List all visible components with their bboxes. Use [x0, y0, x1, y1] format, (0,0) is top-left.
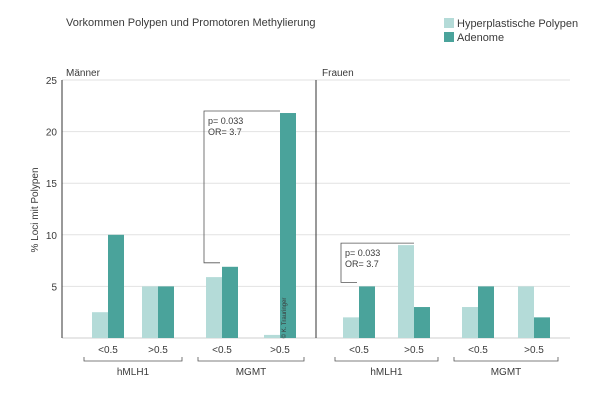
- group-bracket: [334, 357, 439, 362]
- watermark: © K. Trauringer: [281, 298, 288, 339]
- bar: [359, 286, 375, 338]
- bar: [518, 286, 534, 338]
- bar: [280, 113, 296, 338]
- bar: [142, 286, 158, 338]
- p-value-label: p= 0.033: [345, 248, 380, 258]
- bar: [398, 245, 414, 338]
- chart-title: Vorkommen Polypen und Promotoren Methyli…: [66, 17, 315, 29]
- x-tick-label: >0.5: [404, 345, 424, 356]
- x-axis-labels: <0.5 >0.5 <0.5 >0.5 <0.5 >0.5 <0.5 >0.5: [98, 345, 544, 356]
- y-tick-label: 5: [51, 282, 57, 293]
- bar: [158, 286, 174, 338]
- legend-swatch-adenome: [444, 32, 454, 42]
- panel-title-maenner: Männer: [66, 68, 101, 79]
- y-tick-label: 15: [46, 179, 58, 190]
- x-tick-label: <0.5: [468, 345, 488, 356]
- group-label: hMLH1: [117, 367, 150, 378]
- legend-label-hyperplastic: Hyperplastische Polypen: [457, 18, 578, 30]
- bar: [462, 307, 478, 338]
- bar: [478, 286, 494, 338]
- y-tick-label: 20: [46, 128, 58, 139]
- y-tick-label: 25: [46, 76, 58, 87]
- bar: [343, 317, 359, 338]
- odds-ratio-label: OR= 3.7: [208, 127, 242, 137]
- bars: [92, 113, 550, 338]
- group-label: MGMT: [491, 367, 522, 378]
- y-tick-label: 10: [46, 231, 58, 242]
- legend-label-adenome: Adenome: [457, 32, 504, 44]
- group-bracket: [197, 357, 305, 362]
- bar: [414, 307, 430, 338]
- x-tick-label: <0.5: [212, 345, 232, 356]
- bar: [534, 317, 550, 338]
- y-axis-ticks: 5 10 15 20 25: [46, 76, 58, 293]
- x-tick-label: >0.5: [148, 345, 168, 356]
- odds-ratio-label: OR= 3.7: [345, 259, 379, 269]
- bar: [92, 312, 108, 338]
- significance-bracket: [203, 110, 280, 264]
- p-value-label: p= 0.033: [208, 116, 243, 126]
- bar: [264, 334, 280, 338]
- group-label: MGMT: [236, 367, 267, 378]
- bar: [108, 234, 124, 338]
- group-bracket: [453, 357, 559, 362]
- y-axis-label: % Loci mit Polypen: [30, 167, 41, 252]
- x-tick-label: <0.5: [98, 345, 118, 356]
- bar: [222, 266, 238, 338]
- group-brackets: hMLH1 MGMT hMLH1 MGMT: [83, 357, 559, 378]
- panel-title-frauen: Frauen: [322, 68, 354, 79]
- x-tick-label: <0.5: [349, 345, 369, 356]
- significance-bracket: [340, 242, 414, 283]
- group-bracket: [83, 357, 183, 362]
- legend-swatch-hyperplastic: [444, 18, 454, 28]
- x-tick-label: >0.5: [524, 345, 544, 356]
- bar: [206, 277, 222, 338]
- x-tick-label: >0.5: [270, 345, 290, 356]
- group-label: hMLH1: [370, 367, 403, 378]
